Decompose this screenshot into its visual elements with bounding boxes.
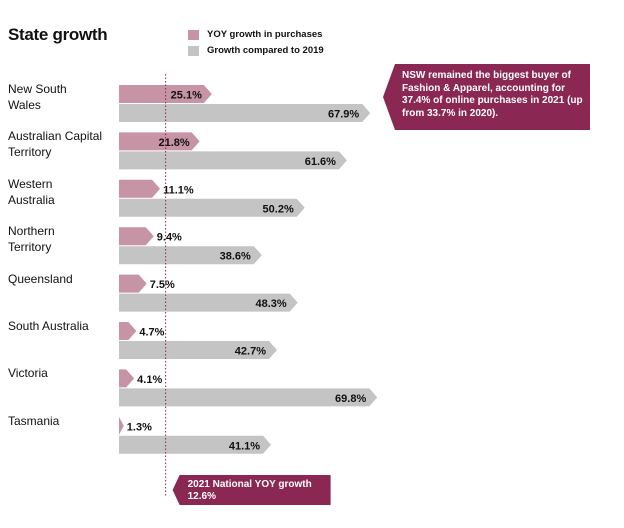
bar-yoy: [119, 179, 161, 198]
category-label: Victoria: [8, 365, 118, 381]
data-label-yoy: 11.1%: [163, 184, 194, 196]
data-label-yoy: 4.7%: [139, 327, 164, 339]
bar-2019: [119, 151, 347, 170]
bar-2019: [119, 198, 305, 217]
category-label: Northern Territory: [8, 223, 118, 255]
data-label-yoy: 1.3%: [127, 421, 152, 433]
bar-2019: [119, 104, 371, 122]
bar-2019: [119, 435, 272, 454]
category-label-line: Territory: [8, 240, 52, 255]
legend-label: YOY growth in purchases: [207, 29, 323, 40]
category-label-line: Queensland: [8, 271, 73, 286]
annotation-callout: NSW remained the biggest buyer of Fashio…: [402, 70, 583, 119]
bar-2019: [119, 246, 262, 265]
bar-yoy: [119, 369, 135, 388]
category-label: Queensland: [8, 271, 118, 287]
category-label: Australian Capital Territory: [8, 128, 118, 160]
category-label-line: Northern: [8, 224, 55, 239]
category-label-line: Australian Capital: [8, 129, 103, 144]
annotation-callout-shape: [383, 64, 590, 130]
data-label-2019: 38.6%: [220, 251, 251, 263]
data-label-2019: 69.8%: [335, 393, 366, 405]
data-label-2019: 61.6%: [305, 156, 336, 168]
bar-2019: [119, 293, 298, 312]
bar-yoy: [119, 85, 212, 103]
legend-label: Growth compared to 2019: [207, 45, 324, 56]
bar-yoy: [119, 132, 200, 151]
category-label-line: New South: [8, 82, 67, 96]
category-label: New South Wales: [8, 81, 118, 113]
data-label-2019: 67.9%: [328, 109, 359, 121]
reference-line-label: 2021 National YOY growth 12.6%: [188, 479, 312, 503]
reference-line-tag: [172, 475, 331, 505]
data-label-yoy: 21.8%: [158, 137, 189, 149]
legend-swatch: [188, 45, 199, 56]
bar-yoy: [119, 322, 137, 340]
legend-item-yoy: YOY growth in purchases: [188, 29, 322, 40]
category-label: Western Australia: [8, 176, 118, 208]
category-label-line: South Australia: [8, 319, 89, 333]
data-label-2019: 41.1%: [229, 440, 260, 452]
data-label-2019: 42.7%: [235, 346, 266, 358]
legend-swatch: [188, 29, 199, 40]
bar-2019: [119, 388, 378, 407]
reference-line-title: 2021 National YOY growth: [187, 479, 312, 490]
category-label-line: Tasmania: [8, 413, 60, 428]
data-label-yoy: 7.5%: [150, 279, 175, 291]
bar-2019: [119, 341, 277, 359]
bar-yoy: [119, 227, 154, 246]
chart-title: State growth: [8, 25, 108, 44]
category-label-line: Western: [8, 176, 53, 191]
category-label-line: Wales: [8, 98, 41, 112]
data-label-yoy: 25.1%: [171, 90, 202, 102]
category-label: South Australia: [8, 318, 118, 334]
data-label-yoy: 4.1%: [137, 374, 162, 386]
data-label-2019: 50.2%: [263, 203, 294, 215]
data-label-2019: 48.3%: [256, 298, 287, 310]
bar-yoy: [119, 416, 124, 435]
category-label-line: Territory: [8, 145, 52, 160]
legend-item-2019: Growth compared to 2019: [188, 45, 324, 56]
bar-yoy: [119, 274, 147, 293]
data-label-yoy: 9.4%: [157, 232, 182, 244]
category-label-line: Victoria: [8, 366, 48, 381]
category-label-line: Australia: [8, 192, 55, 207]
category-label: Tasmania: [8, 413, 118, 429]
reference-line-value: 12.6%: [187, 491, 216, 502]
